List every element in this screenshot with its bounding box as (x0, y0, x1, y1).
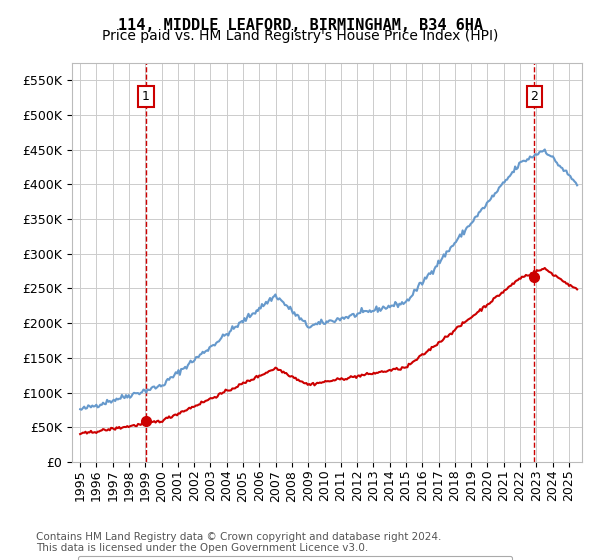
Legend: 114, MIDDLE LEAFORD, BIRMINGHAM, B34 6HA (detached house), HPI: Average price, d: 114, MIDDLE LEAFORD, BIRMINGHAM, B34 6HA… (78, 556, 512, 560)
Text: 1: 1 (142, 90, 150, 103)
Text: 114, MIDDLE LEAFORD, BIRMINGHAM, B34 6HA: 114, MIDDLE LEAFORD, BIRMINGHAM, B34 6HA (118, 18, 482, 33)
Text: Price paid vs. HM Land Registry's House Price Index (HPI): Price paid vs. HM Land Registry's House … (102, 29, 498, 43)
Text: Contains HM Land Registry data © Crown copyright and database right 2024.
This d: Contains HM Land Registry data © Crown c… (36, 531, 442, 553)
Text: 2: 2 (530, 90, 538, 103)
